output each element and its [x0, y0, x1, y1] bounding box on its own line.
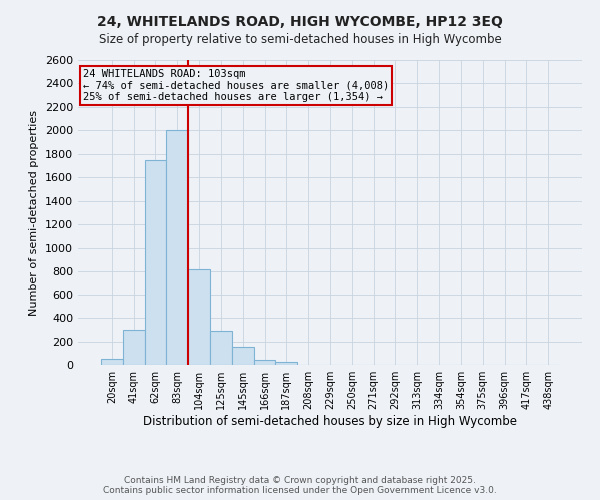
- Text: 24 WHITELANDS ROAD: 103sqm
← 74% of semi-detached houses are smaller (4,008)
25%: 24 WHITELANDS ROAD: 103sqm ← 74% of semi…: [83, 69, 389, 102]
- Text: Size of property relative to semi-detached houses in High Wycombe: Size of property relative to semi-detach…: [98, 32, 502, 46]
- Y-axis label: Number of semi-detached properties: Number of semi-detached properties: [29, 110, 40, 316]
- Bar: [101, 359, 123, 365]
- Bar: [145, 160, 166, 365]
- Text: 24, WHITELANDS ROAD, HIGH WYCOMBE, HP12 3EQ: 24, WHITELANDS ROAD, HIGH WYCOMBE, HP12 …: [97, 15, 503, 29]
- Bar: [210, 331, 232, 365]
- Bar: [254, 360, 275, 365]
- Bar: [188, 269, 210, 365]
- Bar: [232, 347, 254, 365]
- X-axis label: Distribution of semi-detached houses by size in High Wycombe: Distribution of semi-detached houses by …: [143, 415, 517, 428]
- Bar: [123, 330, 145, 365]
- Bar: [166, 130, 188, 365]
- Text: Contains HM Land Registry data © Crown copyright and database right 2025.
Contai: Contains HM Land Registry data © Crown c…: [103, 476, 497, 495]
- Bar: [275, 362, 297, 365]
